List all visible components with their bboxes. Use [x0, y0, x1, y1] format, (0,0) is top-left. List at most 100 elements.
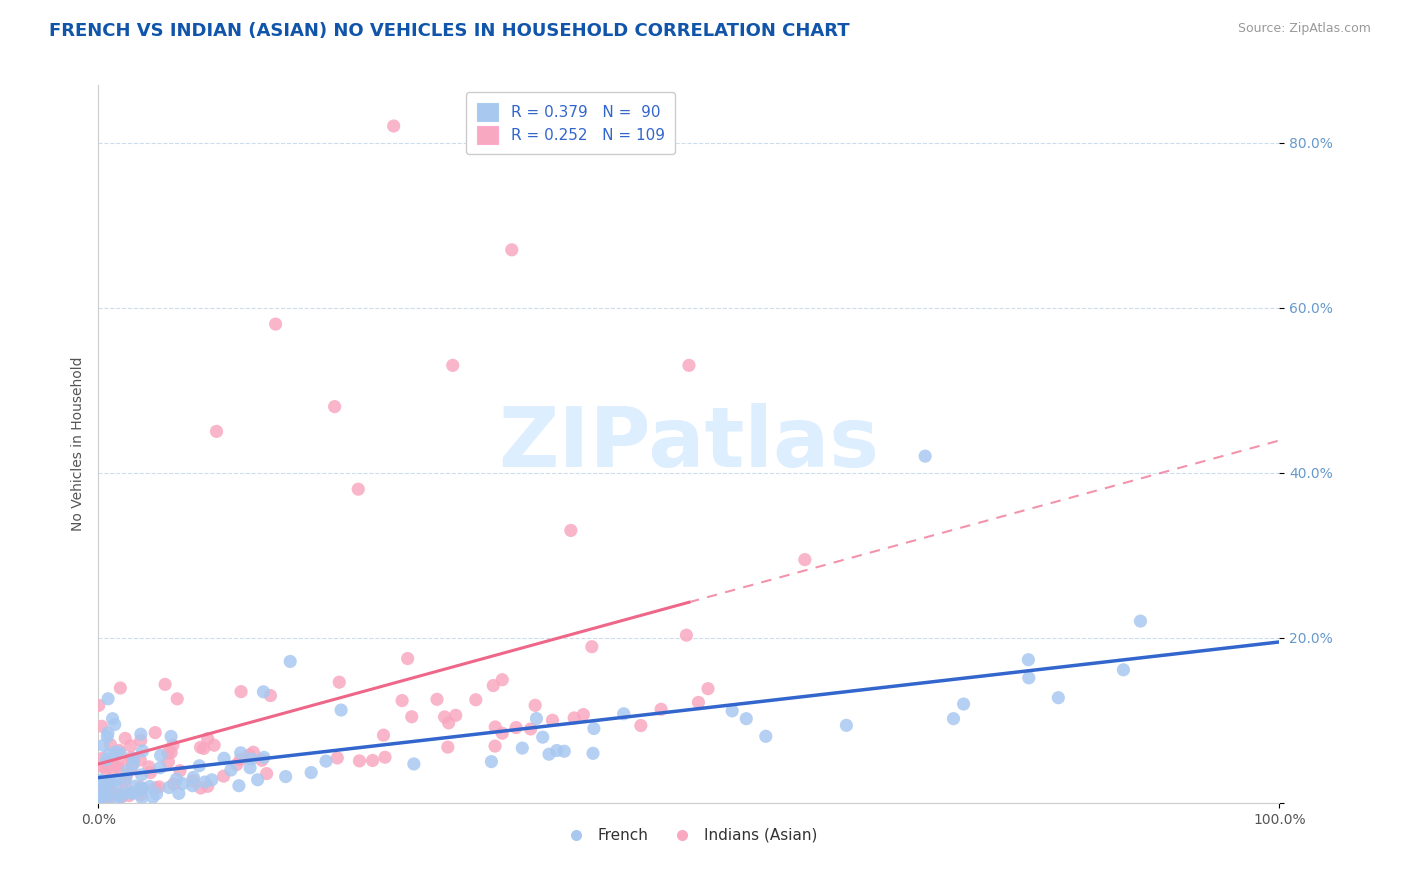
Point: [145, 787, 167, 801]
Point: [278, 655, 301, 669]
Point: [688, 695, 710, 709]
Point: [229, 752, 252, 766]
Point: [501, 243, 523, 257]
Point: [510, 741, 533, 756]
Point: [228, 779, 250, 793]
Point: [735, 712, 758, 726]
Point: [755, 729, 778, 743]
Point: [162, 738, 184, 752]
Point: [120, 785, 142, 799]
Point: [181, 773, 204, 788]
Point: [373, 728, 395, 742]
Point: [115, 764, 138, 778]
Point: [87, 791, 110, 805]
Point: [100, 781, 122, 796]
Point: [131, 790, 153, 805]
Point: [104, 792, 127, 806]
Point: [349, 754, 371, 768]
Point: [166, 772, 188, 786]
Point: [190, 780, 212, 795]
Point: [169, 764, 191, 778]
Point: [122, 757, 145, 772]
Point: [157, 755, 180, 769]
Text: ZIPatlas: ZIPatlas: [499, 403, 879, 484]
Point: [94, 762, 117, 776]
Point: [97, 791, 120, 805]
Point: [678, 359, 700, 373]
Point: [581, 640, 603, 654]
Point: [98, 774, 121, 789]
Point: [172, 777, 194, 791]
Point: [94, 790, 117, 805]
Point: [239, 761, 262, 775]
Point: [526, 712, 548, 726]
Point: [197, 780, 219, 794]
Point: [138, 760, 160, 774]
Point: [402, 756, 425, 771]
Point: [484, 739, 506, 753]
Point: [143, 725, 166, 739]
Point: [131, 768, 153, 782]
Point: [122, 752, 145, 766]
Point: [91, 739, 114, 753]
Point: [437, 715, 460, 730]
Point: [129, 788, 152, 802]
Point: [382, 119, 405, 133]
Point: [89, 790, 111, 805]
Point: [97, 691, 120, 706]
Point: [697, 681, 720, 696]
Point: [519, 722, 541, 736]
Point: [115, 768, 138, 782]
Point: [524, 698, 547, 713]
Point: [264, 317, 287, 331]
Point: [149, 748, 172, 763]
Point: [201, 772, 224, 787]
Point: [97, 756, 120, 771]
Point: [118, 789, 141, 803]
Point: [537, 747, 560, 762]
Point: [138, 780, 160, 794]
Point: [326, 751, 349, 765]
Point: [299, 765, 322, 780]
Point: [162, 777, 184, 791]
Point: [1047, 690, 1070, 705]
Point: [256, 766, 278, 780]
Point: [613, 706, 636, 721]
Point: [90, 774, 112, 789]
Point: [91, 760, 114, 774]
Point: [952, 697, 974, 711]
Point: [246, 772, 269, 787]
Point: [1018, 671, 1040, 685]
Point: [1129, 614, 1152, 628]
Point: [120, 739, 142, 753]
Point: [110, 787, 132, 801]
Point: [91, 783, 114, 797]
Point: [112, 774, 135, 789]
Point: [374, 750, 396, 764]
Point: [553, 744, 575, 758]
Point: [91, 786, 114, 800]
Point: [90, 784, 112, 798]
Point: [125, 779, 148, 793]
Point: [572, 707, 595, 722]
Point: [229, 746, 252, 760]
Point: [242, 745, 264, 759]
Point: [433, 710, 456, 724]
Point: [132, 781, 155, 796]
Point: [225, 757, 247, 772]
Point: [229, 684, 252, 698]
Point: [114, 772, 136, 787]
Point: [97, 778, 120, 792]
Point: [94, 789, 117, 803]
Point: [323, 400, 346, 414]
Point: [181, 779, 204, 793]
Point: [121, 786, 143, 800]
Point: [240, 752, 263, 766]
Point: [129, 781, 152, 796]
Point: [188, 758, 211, 772]
Point: [183, 771, 205, 785]
Text: Source: ZipAtlas.com: Source: ZipAtlas.com: [1237, 22, 1371, 36]
Point: [114, 786, 136, 800]
Point: [1112, 663, 1135, 677]
Point: [97, 787, 120, 801]
